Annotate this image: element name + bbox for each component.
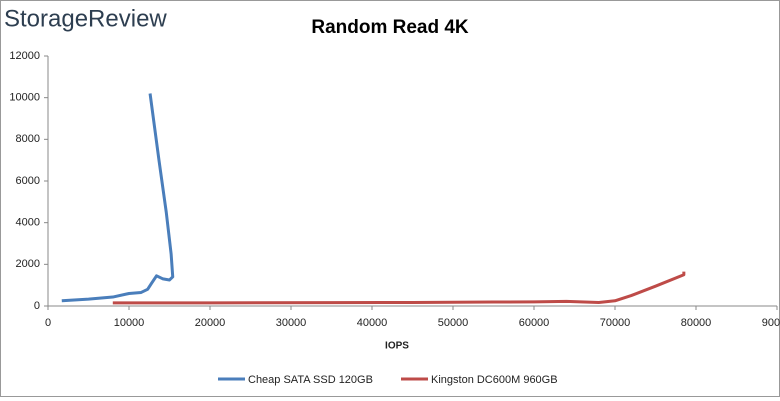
x-tick-label: 50000: [438, 317, 469, 329]
y-tick-label: 8000: [16, 133, 40, 145]
y-tick-label: 2000: [16, 258, 40, 270]
x-tick-label: 80000: [681, 317, 712, 329]
x-tick-label: 60000: [519, 317, 550, 329]
y-tick-label: 10000: [9, 92, 40, 104]
y-tick-label: 0: [34, 300, 40, 312]
legend-label: Kingston DC600M 960GB: [431, 374, 558, 386]
y-tick-label: 12000: [9, 50, 40, 62]
series-line: [61, 93, 175, 303]
chart-title: Random Read 4K: [311, 17, 469, 38]
x-tick-label: 40000: [357, 317, 388, 329]
series-line: [112, 271, 686, 305]
logo: StorageReview: [4, 5, 167, 32]
legend-label: Cheap SATA SSD 120GB: [248, 374, 373, 386]
x-tick-label: 90000: [762, 317, 780, 329]
y-tick-label: 6000: [16, 175, 40, 187]
x-tick-label: 30000: [276, 317, 307, 329]
x-tick-label: 10000: [114, 317, 145, 329]
x-axis-title: IOPS: [385, 341, 409, 352]
x-tick-label: 20000: [195, 317, 226, 329]
x-tick-label: 70000: [600, 317, 631, 329]
x-tick-label: 0: [45, 317, 51, 329]
y-tick-label: 4000: [16, 217, 40, 229]
